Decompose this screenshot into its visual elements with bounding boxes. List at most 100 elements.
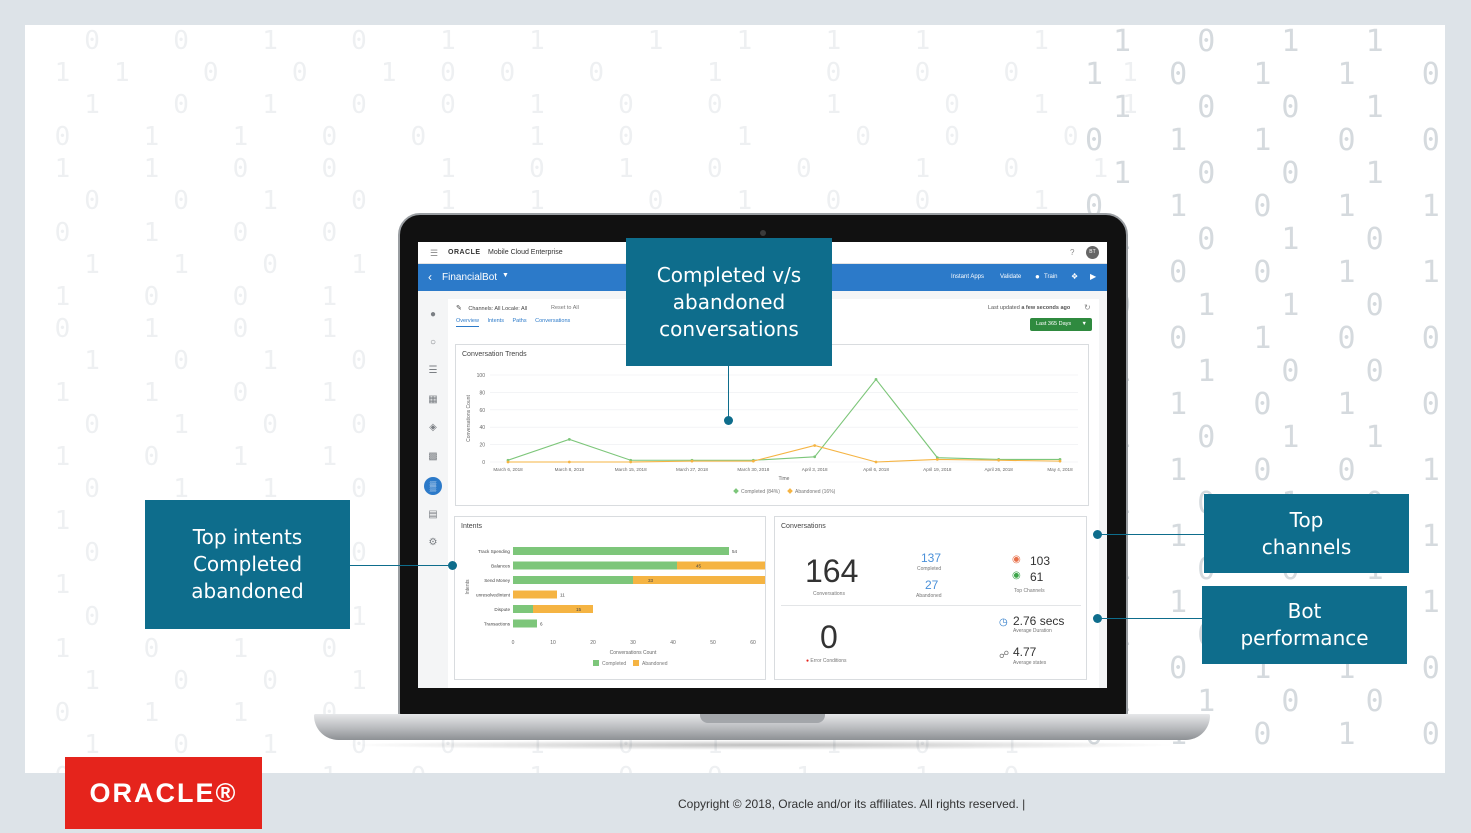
flows-icon[interactable]: ▦ — [428, 394, 438, 405]
leader-dot-intents — [448, 561, 457, 570]
resources-icon[interactable]: ◈ — [429, 422, 437, 433]
bar-value-label: 45 — [696, 564, 702, 569]
bug-icon[interactable]: ❖ — [1071, 272, 1079, 281]
abandoned-count[interactable]: 27 — [925, 578, 939, 592]
tab-paths[interactable]: Paths — [512, 318, 527, 324]
x-tick-label: March 8, 2018 — [555, 467, 585, 472]
oracle-logo: ORACLE® — [65, 757, 262, 829]
train-button[interactable]: Train — [1044, 274, 1058, 280]
category-label: Balances — [491, 564, 511, 569]
product-name: Mobile Cloud Enterprise — [488, 249, 563, 256]
x-tick-label: 50 — [710, 640, 716, 646]
instant-apps-button[interactable]: Instant Apps — [951, 274, 985, 280]
y-tick-label: 60 — [479, 408, 485, 414]
top-channels-label: Top Channels — [1014, 588, 1045, 594]
bar — [677, 561, 765, 570]
x-tick-label: April 3, 2018 — [802, 467, 828, 472]
refresh-icon[interactable]: ↻ — [1084, 303, 1091, 312]
channel-1-icon: ◉ — [1012, 554, 1021, 565]
callout-intents-line-2: Completed — [192, 552, 303, 576]
completed-count[interactable]: 137 — [921, 551, 942, 565]
last-updated: Last updated a few seconds ago — [988, 305, 1070, 311]
data-point — [813, 444, 817, 447]
legend-label: Abandoned — [642, 661, 668, 667]
abandoned-label: Abandoned — [916, 593, 942, 599]
copyright-text: Copyright © 2018, Oracle and/or its affi… — [678, 797, 1026, 811]
channels-icon[interactable]: ▤ — [428, 509, 438, 520]
channel-2-count: 61 — [1030, 570, 1044, 584]
channel-1-count: 103 — [1030, 554, 1051, 568]
insights-icon[interactable]: ▒ — [424, 477, 442, 495]
legend-swatch — [593, 660, 599, 666]
avatar[interactable]: BT — [1086, 246, 1099, 259]
channel-filter[interactable]: Channels: All — [468, 306, 501, 312]
bar-value-label: 6 — [540, 622, 543, 627]
data-point — [874, 377, 878, 381]
data-point — [1058, 459, 1062, 463]
legend-swatch — [733, 488, 739, 494]
date-range-button[interactable]: Last 365 Days ▼ — [1030, 318, 1092, 331]
train-icon[interactable]: ● — [1035, 272, 1040, 281]
average-duration-label: Average Duration — [1013, 628, 1052, 634]
reset-filters-link[interactable]: Reset to All — [551, 305, 579, 311]
data-point — [813, 455, 817, 459]
settings-list-icon[interactable]: ▩ — [428, 451, 438, 462]
leader-line-performance — [1098, 618, 1202, 619]
y-tick-label: 20 — [479, 443, 485, 449]
data-point — [567, 437, 571, 441]
chevron-left-icon[interactable]: ‹ — [428, 270, 432, 284]
clock-icon: ◷ — [999, 617, 1008, 628]
bar — [633, 576, 765, 584]
x-tick-label: March 15, 2018 — [615, 467, 647, 472]
category-label: Transactions — [484, 622, 511, 627]
chevron-down-icon[interactable]: ▼ — [502, 272, 509, 279]
hamburger-icon[interactable]: ☰ — [430, 248, 439, 258]
validate-button[interactable]: Validate — [1000, 274, 1022, 280]
y-axis-label: Intents — [465, 579, 471, 595]
y-axis-label: Conversations Count — [466, 395, 472, 442]
x-tick-label: March 6, 2018 — [493, 467, 523, 472]
locale-filter[interactable]: Locale: All — [502, 306, 528, 312]
bar-value-label: 54 — [732, 549, 738, 554]
brand-name: ORACLE — [448, 249, 481, 256]
tab-overview[interactable]: Overview — [456, 318, 479, 327]
leader-line-channels — [1098, 534, 1204, 535]
bar — [513, 576, 633, 584]
intents-icon[interactable]: ○ — [429, 337, 437, 348]
play-icon[interactable]: ▶ — [1090, 272, 1097, 281]
completed-label: Completed — [917, 566, 942, 572]
x-tick-label: 60 — [750, 640, 756, 646]
bot-icon[interactable]: ● — [429, 309, 437, 320]
filter-bar: ✎ Channels: All Locale: All — [456, 304, 527, 312]
bar — [533, 605, 593, 613]
x-axis-label: Conversations Count — [610, 650, 657, 656]
data-point — [506, 460, 510, 464]
entities-icon[interactable]: ☰ — [428, 365, 438, 376]
chevron-down-icon: ▼ — [1081, 321, 1087, 327]
intents-panel: Intents 0 10 20 30 40 50 60 Conversations Count… — [454, 516, 766, 680]
bar-value-label: 15 — [576, 607, 582, 612]
channel-2-icon: ◉ — [1012, 570, 1021, 581]
tab-intents[interactable]: Intents — [487, 318, 504, 324]
x-tick-label: April 6, 2018 — [863, 467, 889, 472]
leader-line-intents — [350, 565, 452, 566]
laptop-shadow — [340, 740, 1180, 750]
leader-dot-performance — [1093, 614, 1102, 623]
category-label: Track Spending — [478, 549, 510, 554]
pencil-icon[interactable]: ✎ — [456, 305, 462, 312]
tab-conversations[interactable]: Conversations — [535, 318, 571, 324]
oracle-logo-text: ORACLE® — [89, 777, 238, 808]
data-point — [567, 460, 571, 464]
conversation-trends-title: Conversation Trends — [462, 351, 527, 358]
y-tick-label: 100 — [477, 373, 486, 379]
y-tick-label: 0 — [482, 460, 485, 466]
bar-value-label: 11 — [560, 593, 565, 598]
bot-name[interactable]: FinancialBot — [442, 272, 498, 283]
help-icon[interactable]: ? — [1070, 248, 1075, 257]
x-tick-label: 20 — [590, 640, 596, 646]
category-label: Dispute — [494, 607, 510, 612]
x-tick-label: March 27, 2018 — [676, 467, 708, 472]
callout-trends-line-2: abandoned — [672, 289, 786, 314]
callout-bot-performance: Bot performance — [1202, 586, 1407, 664]
gear-icon[interactable]: ⚙ — [428, 537, 438, 548]
